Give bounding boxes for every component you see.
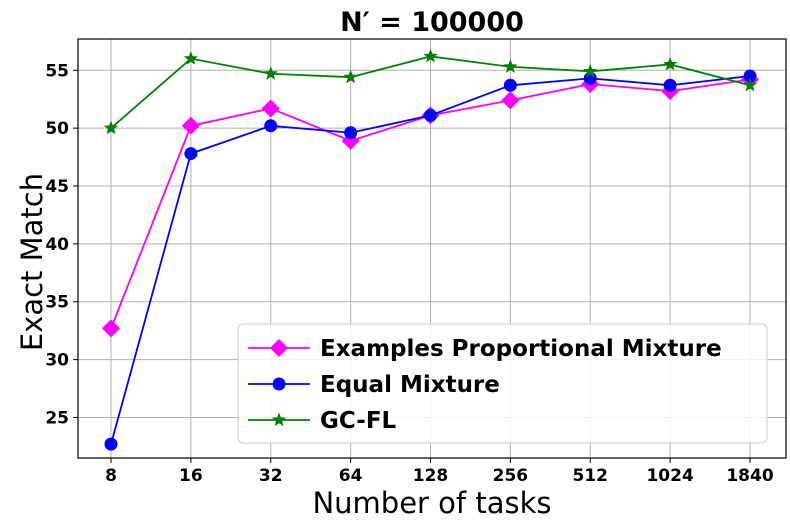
y-ticks: 25 30 35 40 45 50 55 [45,61,78,428]
legend: Examples Proportional Mixture Equal Mixtu… [237,323,768,444]
data-point [103,120,119,135]
series [104,69,757,451]
data-point [503,78,517,92]
legend-marker [271,412,287,427]
data-point [344,126,358,140]
data-point [104,437,118,451]
x-tick-label: 1840 [726,466,773,486]
data-point [261,99,280,118]
data-point [501,91,520,110]
y-tick-label: 35 [45,293,69,313]
legend-label: Examples Proportional Mixture [320,336,722,362]
x-tick-label: 128 [413,466,449,486]
x-tick-label: 32 [259,466,283,486]
x-ticks: 8 16 32 64 128 256 512 1024 1840 [105,458,774,486]
x-tick-label: 64 [339,466,363,486]
series [103,48,758,135]
x-tick-label: 512 [573,466,609,486]
legend-label: Equal Mixture [320,372,500,398]
x-axis-label: Number of tasks [312,486,551,520]
x-tick-label: 16 [179,466,203,486]
data-point [343,69,358,84]
data-point [183,51,199,65]
data-point [102,319,120,338]
chart-title: N′ = 100000 [340,7,524,38]
y-axis-label: Exact Match [15,173,49,351]
x-tick-label: 256 [493,466,529,486]
x-tick-label: 1024 [646,466,693,486]
y-tick-label: 40 [45,235,69,255]
data-point [264,119,278,133]
data-point [181,116,200,135]
legend-box [237,323,768,444]
legend-label: GC-FL [320,408,397,434]
data-point [663,78,677,92]
data-point [743,69,757,83]
plot-frame [77,38,787,459]
data-point [583,63,598,78]
data-point [742,77,758,92]
legend-marker [272,377,286,391]
data-point [424,108,437,122]
legend-marker [270,339,288,357]
series-layer [102,48,759,451]
y-tick-label: 30 [45,351,69,371]
data-point [503,59,518,73]
y-tick-label: 55 [45,61,69,81]
y-tick-label: 50 [45,119,69,139]
y-tick-label: 25 [45,408,69,428]
data-point [263,66,278,80]
data-point [423,48,438,63]
data-point [184,147,198,161]
y-tick-label: 45 [45,177,69,197]
data-point [662,56,678,71]
x-tick-label: 8 [105,466,117,486]
